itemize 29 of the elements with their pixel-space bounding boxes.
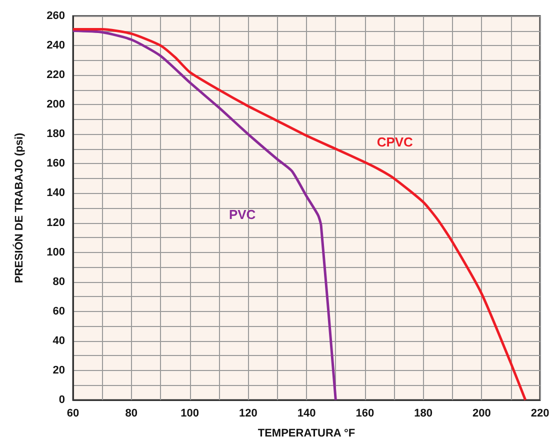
x-tick-label: 220 (530, 408, 550, 420)
x-tick-label: 100 (180, 408, 199, 420)
y-tick-label: 120 (46, 216, 65, 229)
y-tick-label: 40 (52, 334, 65, 347)
x-tick-label: 60 (66, 408, 80, 420)
x-tick-label: 160 (356, 408, 374, 420)
y-tick-label: 180 (46, 128, 65, 140)
y-tick-label: 140 (46, 187, 65, 200)
x-tick-label: 180 (414, 408, 432, 420)
y-tick-label: 160 (46, 158, 65, 170)
y-tick-label: 220 (46, 69, 65, 82)
y-tick-label: 60 (52, 305, 65, 318)
line-series (72, 30, 337, 402)
x-axis-title: TEMPERATURA °F (258, 428, 356, 440)
y-axis-title: PRESIÓN DE TRABAJO (psi) (12, 132, 26, 284)
x-tick-label: 140 (297, 408, 316, 420)
x-tick-label: 120 (238, 408, 258, 420)
y-tick-label: 200 (46, 98, 65, 111)
x-tick-label: 80 (125, 408, 138, 420)
series-label: CPVC (376, 134, 414, 150)
y-tick-label: 260 (46, 10, 65, 22)
y-tick-label: 20 (52, 364, 65, 376)
y-tick-label: 240 (46, 40, 65, 52)
y-tick-label: 80 (52, 276, 65, 288)
y-tick-label: 0 (58, 394, 65, 406)
x-tick-label: 200 (472, 408, 491, 420)
text: PVC (228, 206, 256, 222)
line-series (72, 28, 527, 402)
y-tick-label: 100 (46, 246, 65, 258)
